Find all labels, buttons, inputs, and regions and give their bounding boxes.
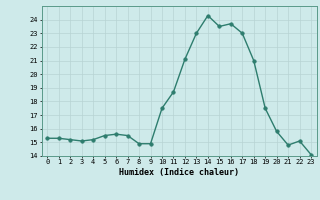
X-axis label: Humidex (Indice chaleur): Humidex (Indice chaleur): [119, 168, 239, 177]
